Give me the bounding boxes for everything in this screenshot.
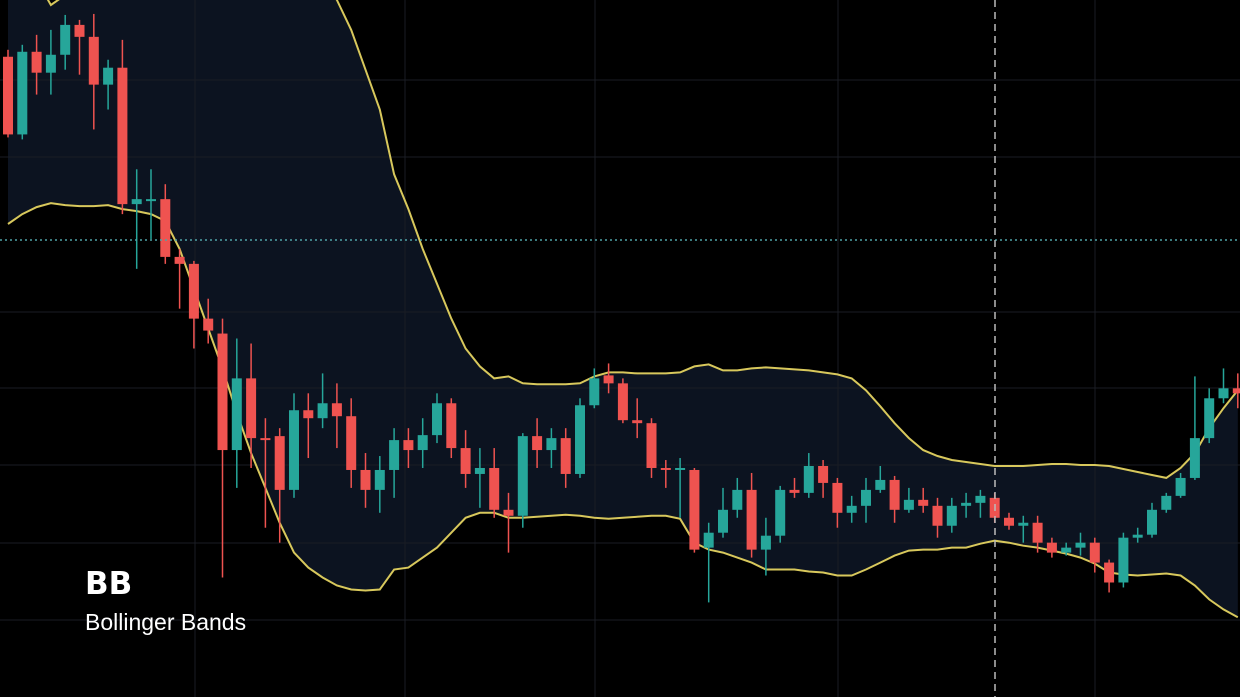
chart-subtitle: Bollinger Bands xyxy=(85,609,246,635)
band-layer xyxy=(7,0,1239,619)
upper-band xyxy=(46,0,1239,479)
candle-body xyxy=(903,499,914,510)
chart-title: BB xyxy=(85,566,132,602)
candle-body xyxy=(3,56,13,135)
candle-body xyxy=(460,448,471,474)
candle-body xyxy=(117,67,128,205)
candle-body xyxy=(760,535,771,550)
candle-body xyxy=(174,256,185,264)
candle-body xyxy=(732,489,743,510)
candle-body xyxy=(918,499,929,506)
candle-body xyxy=(718,509,728,533)
candle-body xyxy=(1104,562,1115,583)
candle-body xyxy=(131,199,142,205)
candle-body xyxy=(775,489,786,536)
candle-body xyxy=(961,502,972,506)
candle-body xyxy=(217,333,228,451)
candle-body xyxy=(274,436,285,490)
candle-body xyxy=(818,465,829,483)
lower-band xyxy=(7,202,1239,619)
candle-body xyxy=(389,440,400,470)
candle-body xyxy=(74,24,85,37)
candle-body xyxy=(560,438,571,474)
candle-body xyxy=(675,467,686,470)
candle-layer xyxy=(3,13,1240,603)
candle-body xyxy=(803,465,814,493)
candle-body xyxy=(517,436,528,516)
candle-body xyxy=(146,199,156,202)
candle-body xyxy=(975,495,986,503)
candle-body xyxy=(1218,388,1229,399)
candle-body xyxy=(660,467,671,470)
candle-body xyxy=(1018,522,1029,526)
candle-body xyxy=(1232,388,1240,394)
candle-body xyxy=(1189,438,1200,478)
candle-body xyxy=(403,440,414,451)
candle-body xyxy=(1118,537,1129,583)
candle-body xyxy=(474,467,485,474)
band-fill-layer xyxy=(8,0,1238,618)
candle-body xyxy=(1046,542,1057,553)
candle-body xyxy=(1147,509,1157,535)
candle-body xyxy=(1004,517,1014,526)
candle-body xyxy=(246,378,257,439)
candle-body xyxy=(303,410,314,419)
candle-body xyxy=(532,436,543,451)
band-area xyxy=(8,0,1238,618)
candle-body xyxy=(689,469,700,550)
candle-body xyxy=(703,532,714,548)
candle-body xyxy=(60,24,71,55)
candle-body xyxy=(1204,398,1215,439)
candle-body xyxy=(1075,542,1086,548)
candle-body xyxy=(846,505,857,513)
candle-body xyxy=(489,467,500,510)
candle-body xyxy=(1161,495,1172,510)
candle-body xyxy=(1061,547,1072,553)
candle-body xyxy=(589,378,600,406)
candle-body xyxy=(374,469,385,490)
candle-body xyxy=(832,482,843,513)
candle-body xyxy=(45,54,56,73)
candle-body xyxy=(603,375,614,384)
candle-body xyxy=(889,479,900,510)
candle-body xyxy=(875,479,886,490)
candle-body xyxy=(446,403,457,449)
candle-body xyxy=(632,420,643,424)
candle-body xyxy=(1032,522,1043,543)
candle-body xyxy=(88,36,99,85)
candle-body xyxy=(946,505,957,526)
candle-body xyxy=(789,489,800,493)
candle-body xyxy=(17,51,28,135)
candle-body xyxy=(317,403,328,419)
candle-body xyxy=(160,199,171,257)
candle-body xyxy=(432,403,442,436)
candle-body xyxy=(1175,477,1186,496)
candle-body xyxy=(861,489,871,506)
candle-body xyxy=(188,263,199,319)
candle-body xyxy=(546,438,557,451)
candle-body xyxy=(289,410,299,490)
candle-body xyxy=(346,416,357,470)
candle-body xyxy=(1089,542,1100,563)
candle-body xyxy=(503,509,514,516)
candle-body xyxy=(331,403,342,417)
candle-body xyxy=(575,405,585,474)
candle-body xyxy=(932,505,943,526)
candle-body xyxy=(103,67,114,85)
candle-body xyxy=(31,51,42,73)
candle-body xyxy=(746,489,757,550)
candle-body xyxy=(417,435,428,451)
candle-body xyxy=(646,423,657,468)
candle-body xyxy=(203,318,214,331)
candle-body xyxy=(1132,534,1143,538)
candle-body xyxy=(231,378,242,451)
candle-body xyxy=(617,383,628,421)
candle-body xyxy=(360,469,371,490)
candle-body xyxy=(260,438,271,441)
